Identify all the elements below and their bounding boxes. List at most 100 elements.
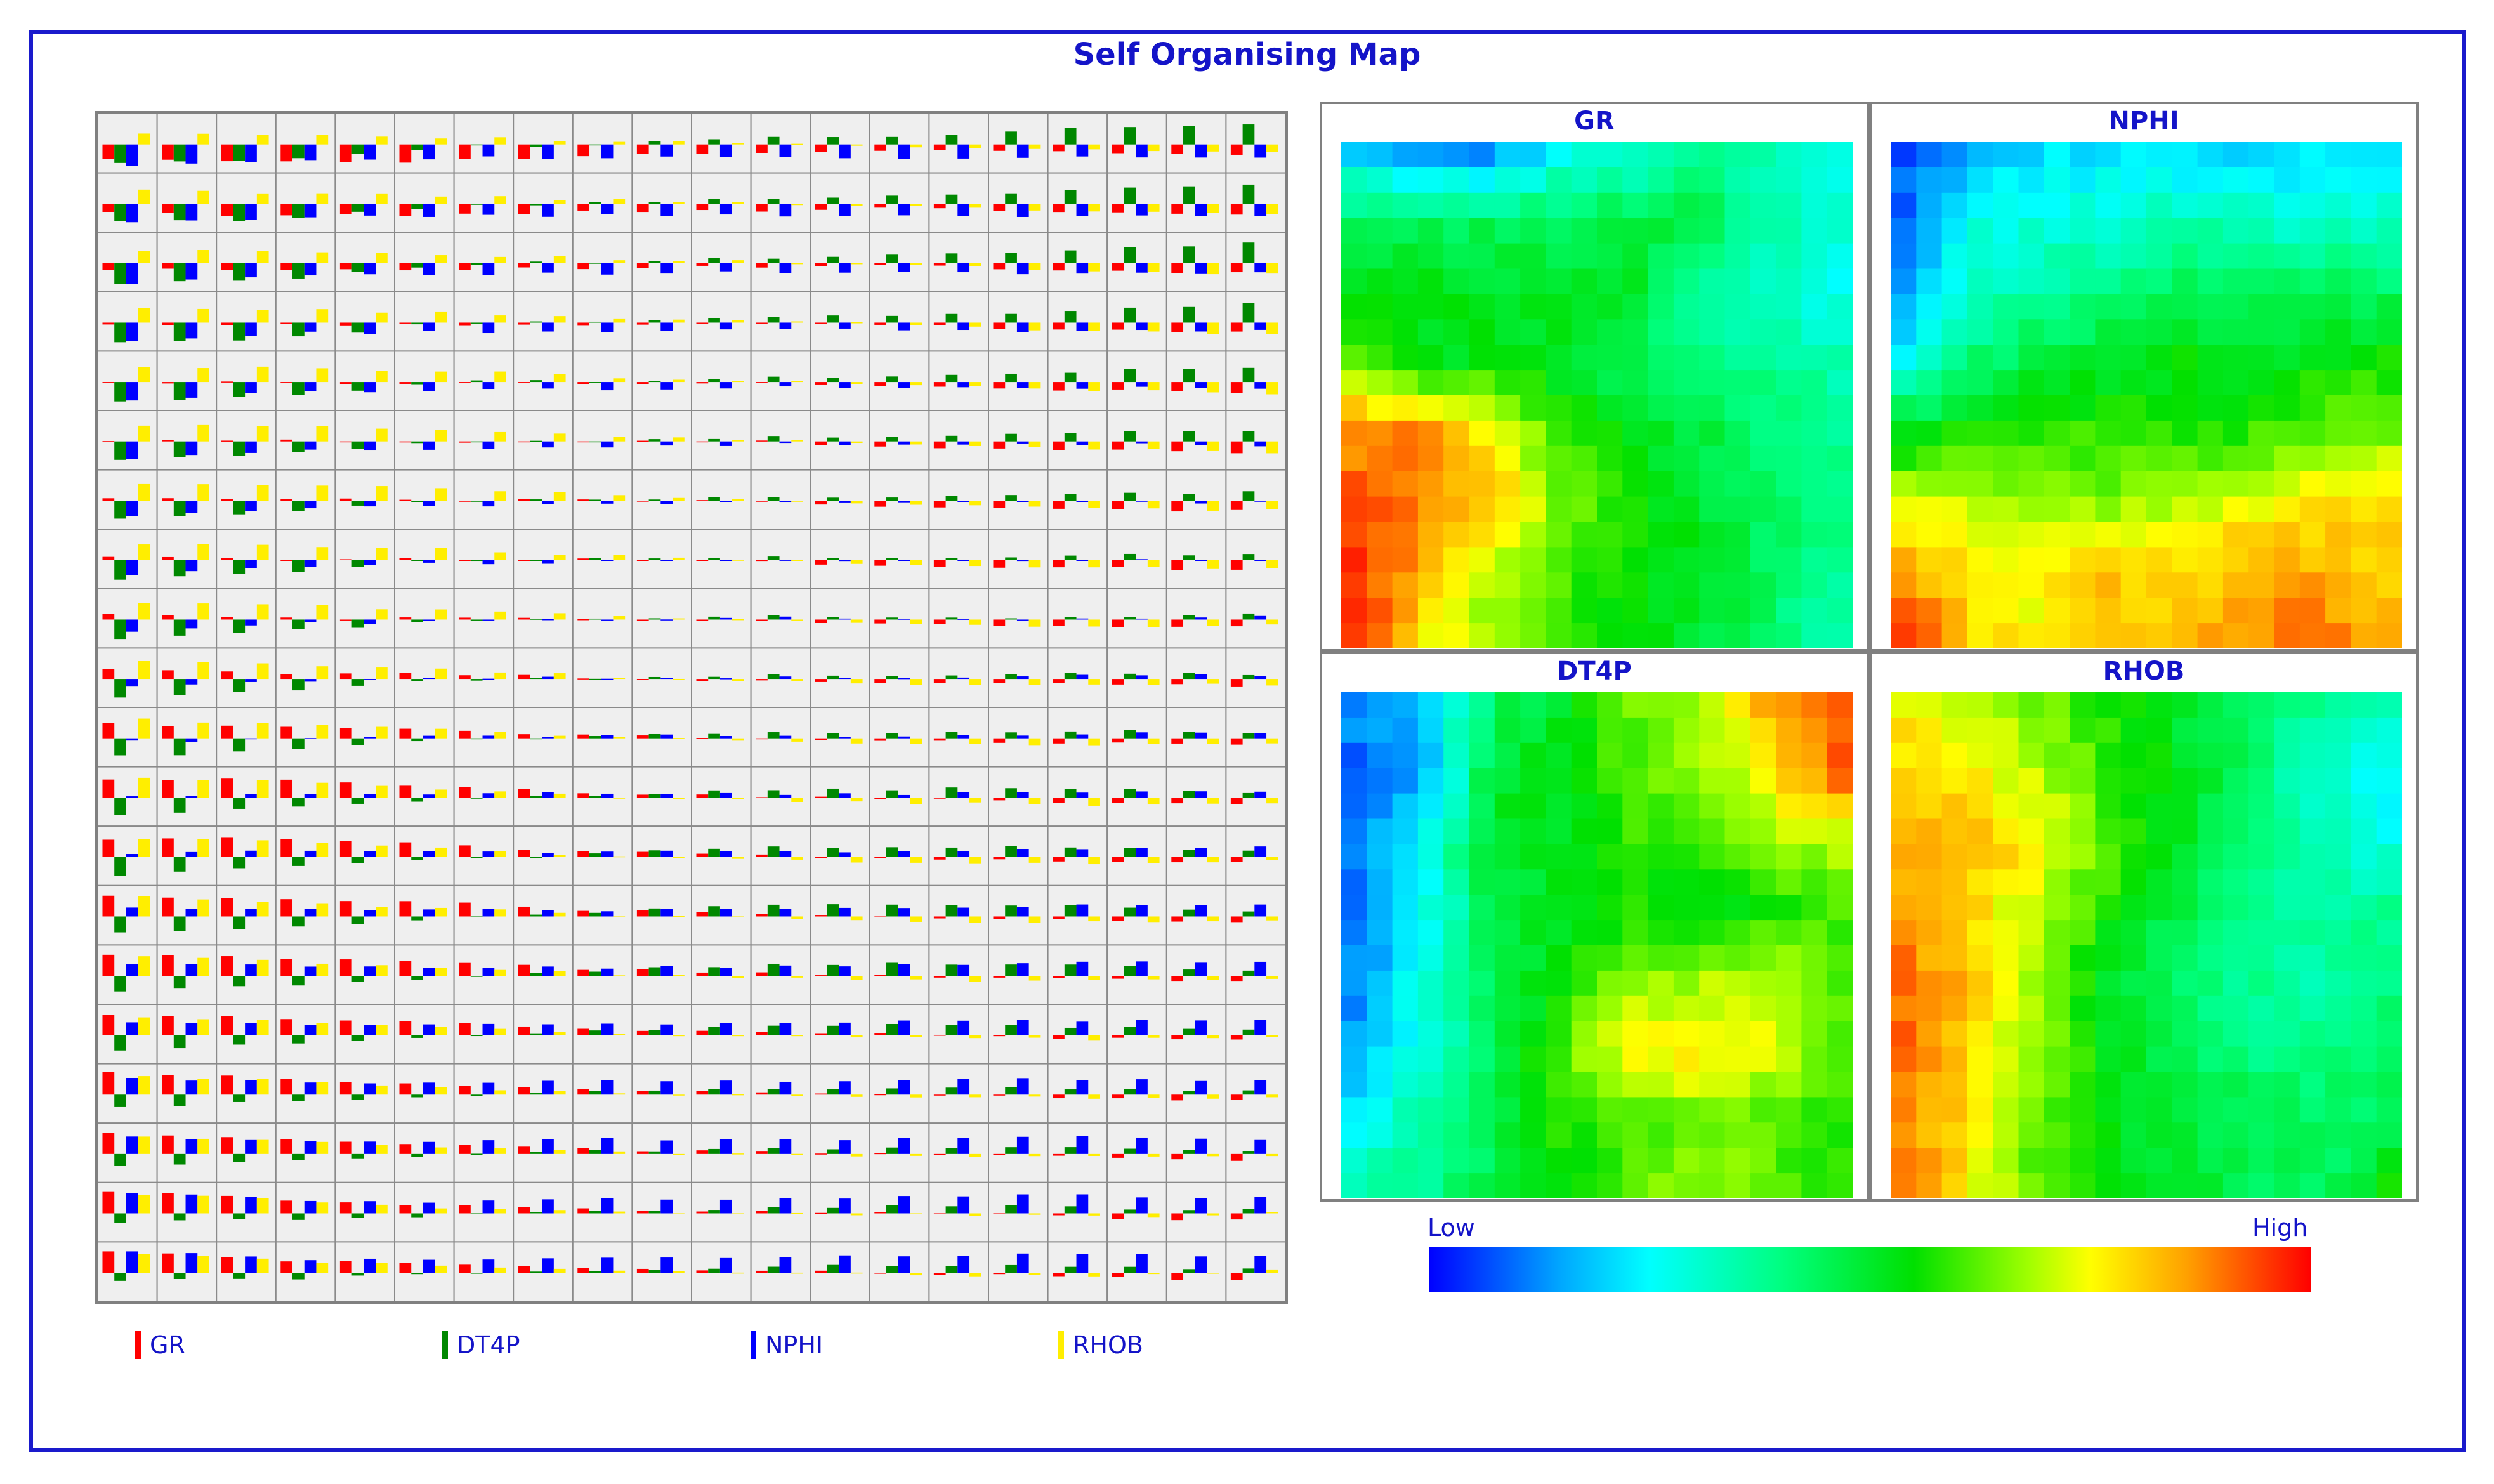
som-bar-dt4p bbox=[767, 1025, 780, 1035]
heatmap-cell bbox=[2351, 742, 2377, 769]
heatmap-cell bbox=[1571, 471, 1598, 497]
som-cell bbox=[810, 172, 870, 233]
heatmap-cell bbox=[2070, 869, 2096, 895]
heatmap-cell bbox=[2325, 420, 2351, 447]
som-bar-rhob bbox=[1207, 1153, 1219, 1157]
som-bar-nphi bbox=[779, 676, 792, 680]
som-bar-rhob bbox=[316, 1202, 329, 1214]
som-bar-dt4p bbox=[114, 798, 126, 815]
heatmap-cell bbox=[1801, 793, 1828, 820]
som-bar-dt4p bbox=[1183, 1210, 1195, 1214]
som-bar-rhob bbox=[1028, 1035, 1041, 1038]
som-bar-rhob bbox=[376, 486, 388, 501]
heatmap-cell bbox=[2070, 970, 2096, 997]
heatmap-cell bbox=[1673, 793, 1700, 820]
som-bar-nphi bbox=[1136, 441, 1148, 444]
heatmap-cell bbox=[2351, 268, 2377, 294]
som-bar-rhob bbox=[732, 1272, 744, 1274]
heatmap-cell bbox=[1443, 1122, 1470, 1148]
som-bar-rhob bbox=[850, 322, 863, 324]
som-bar-gr bbox=[459, 1145, 471, 1154]
som-cell bbox=[1225, 529, 1285, 589]
som-bar-rhob bbox=[791, 976, 803, 978]
som-bar-gr bbox=[280, 322, 293, 324]
som-bar-rhob bbox=[553, 613, 566, 620]
heatmap-cell bbox=[1801, 742, 1828, 769]
heatmap-cell bbox=[2222, 319, 2249, 345]
som-bar-nphi bbox=[1254, 1139, 1267, 1154]
heatmap-cell bbox=[1724, 768, 1751, 794]
heatmap-cell bbox=[2044, 1046, 2070, 1073]
legend-swatch-dt4p bbox=[442, 1331, 448, 1359]
heatmap-cell bbox=[1546, 319, 1572, 345]
som-bar-nphi bbox=[1016, 963, 1029, 976]
heatmap-cell bbox=[2222, 1122, 2249, 1148]
heatmap-cell bbox=[1392, 167, 1419, 194]
som-bar-rhob bbox=[1088, 857, 1100, 865]
heatmap-cell bbox=[2197, 920, 2224, 946]
heatmap-cell bbox=[2044, 142, 2070, 168]
heatmap-cell bbox=[2120, 970, 2147, 997]
heatmap-cell bbox=[1750, 869, 1776, 895]
heatmap-cell bbox=[1967, 496, 1993, 523]
heatmap-cell bbox=[1341, 572, 1367, 598]
heatmap-cell bbox=[1443, 445, 1470, 472]
som-bar-nphi bbox=[719, 501, 732, 502]
som-bar-nphi bbox=[1016, 204, 1029, 217]
heatmap-cell bbox=[2095, 869, 2122, 895]
som-bar-nphi bbox=[839, 1081, 851, 1095]
som-bar-gr bbox=[1053, 1035, 1065, 1039]
heatmap-cell bbox=[2376, 496, 2402, 523]
som-bar-dt4p bbox=[886, 136, 898, 145]
heatmap-cell bbox=[1341, 598, 1367, 624]
som-bar-gr bbox=[102, 779, 115, 798]
heatmap-cell bbox=[1494, 1097, 1521, 1123]
heatmap-cell bbox=[2018, 522, 2045, 548]
som-bar-dt4p bbox=[1064, 190, 1077, 204]
som-bar-dt4p bbox=[1124, 730, 1136, 739]
heatmap-cell bbox=[1801, 445, 1828, 472]
heatmap-cell bbox=[1597, 793, 1623, 820]
som-bar-nphi bbox=[423, 1024, 435, 1035]
legend-item-gr: GR bbox=[135, 1326, 185, 1364]
som-bar-nphi bbox=[898, 794, 910, 798]
heatmap-cell bbox=[2146, 869, 2172, 895]
heatmap-cell bbox=[1699, 1122, 1726, 1148]
som-bar-gr bbox=[696, 441, 709, 443]
heatmap-cell bbox=[1673, 243, 1700, 270]
som-bar-dt4p bbox=[530, 619, 542, 620]
som-bar-gr bbox=[399, 204, 412, 216]
som-bar-rhob bbox=[1147, 263, 1160, 272]
heatmap-cell bbox=[1776, 1148, 1802, 1174]
heatmap-cell bbox=[2325, 345, 2351, 371]
som-bar-nphi bbox=[660, 144, 673, 157]
heatmap-cell bbox=[2351, 294, 2377, 320]
heatmap-cell bbox=[2299, 1072, 2326, 1098]
heatmap-cell bbox=[1622, 717, 1649, 744]
heatmap-cell bbox=[1367, 345, 1393, 371]
heatmap-cell bbox=[2325, 920, 2351, 946]
heatmap-cell bbox=[2351, 192, 2377, 219]
som-bar-dt4p bbox=[945, 194, 958, 204]
som-cell bbox=[1165, 350, 1227, 411]
heatmap-cell bbox=[1622, 742, 1649, 769]
som-bar-nphi bbox=[1016, 1194, 1029, 1214]
heatmap-cell bbox=[2376, 717, 2402, 744]
heatmap-cell bbox=[1673, 995, 1700, 1022]
heatmap-cell bbox=[2120, 995, 2147, 1022]
som-bar-dt4p bbox=[173, 976, 186, 989]
heatmap-cell bbox=[1916, 243, 1943, 270]
som-bar-nphi bbox=[719, 441, 732, 446]
heatmap-cell bbox=[2197, 1097, 2224, 1123]
heatmap-cell bbox=[2146, 395, 2172, 421]
som-bar-nphi bbox=[185, 382, 198, 398]
heatmap-panel-gr: GR bbox=[1320, 102, 1869, 652]
heatmap-cell bbox=[1673, 920, 1700, 946]
heatmap-cell bbox=[1673, 445, 1700, 472]
som-bar-nphi bbox=[1195, 674, 1207, 680]
heatmap-cell bbox=[1546, 1173, 1572, 1198]
som-bar-nphi bbox=[719, 792, 732, 798]
heatmap-cell bbox=[1417, 1122, 1444, 1148]
som-bar-dt4p bbox=[114, 382, 126, 402]
heatmap-cell bbox=[2299, 623, 2326, 648]
